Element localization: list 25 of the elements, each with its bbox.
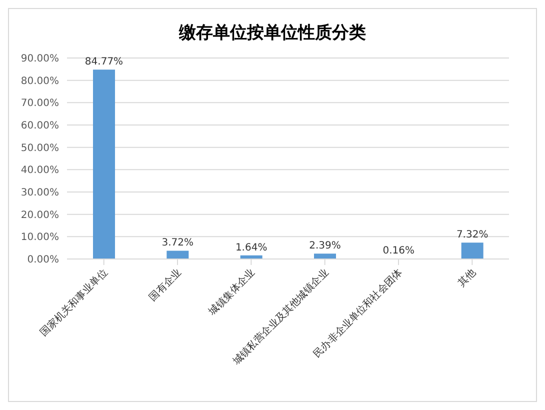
y-tick-label: 10.00% bbox=[20, 232, 59, 244]
y-tick-label: 60.00% bbox=[20, 120, 59, 132]
x-tick-label: 其他 bbox=[456, 266, 478, 290]
chart-title: 缴存单位按单位性质分类 bbox=[178, 22, 367, 44]
x-tick-label: 国有企业 bbox=[146, 266, 184, 304]
y-tick-label: 70.00% bbox=[20, 98, 59, 110]
y-tick-label: 80.00% bbox=[20, 76, 59, 87]
data-label: 84.77% bbox=[84, 56, 124, 68]
y-tick-label: 90.00% bbox=[20, 54, 59, 65]
y-tick-label: 20.00% bbox=[20, 210, 59, 221]
y-tick-label: 30.00% bbox=[20, 188, 59, 199]
y-tick-label: 40.00% bbox=[20, 165, 59, 176]
y-tick-label: 0.00% bbox=[27, 254, 59, 266]
data-label: 7.32% bbox=[456, 230, 488, 241]
data-label: 2.39% bbox=[309, 240, 341, 252]
data-label: 3.72% bbox=[162, 238, 194, 249]
x-tick-label: 城镇集体企业 bbox=[206, 266, 258, 318]
bar bbox=[93, 70, 115, 259]
x-tick-label: 国家机关和事业单位 bbox=[38, 266, 110, 339]
bar bbox=[166, 250, 189, 259]
bar bbox=[461, 242, 484, 259]
y-tick-label: 50.00% bbox=[20, 142, 59, 154]
data-label: 1.64% bbox=[235, 242, 268, 254]
bar bbox=[314, 254, 336, 259]
data-label: 0.16% bbox=[382, 246, 415, 257]
